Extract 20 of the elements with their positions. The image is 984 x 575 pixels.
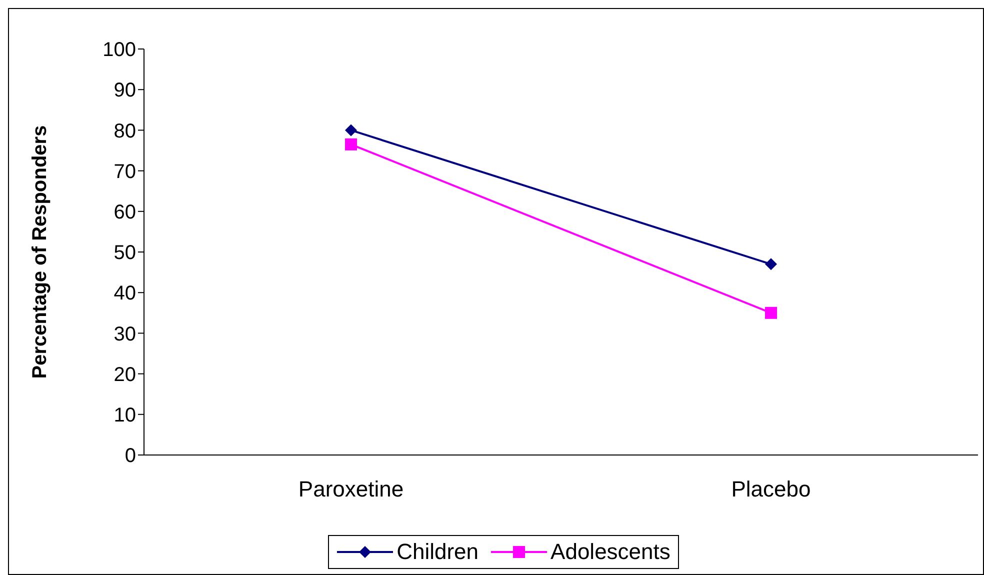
legend-label: Adolescents — [550, 539, 670, 565]
y-tick-label: 100 — [102, 39, 136, 62]
y-tick-label: 10 — [114, 404, 136, 426]
y-axis-title: Percentage of Responders — [29, 125, 52, 379]
point — [765, 258, 777, 270]
point — [345, 138, 357, 150]
y-tick-label: 90 — [114, 80, 136, 102]
y-tick-label: 60 — [114, 202, 136, 224]
x-tick-label: Paroxetine — [298, 476, 404, 502]
x-tick-label: Placebo — [731, 476, 811, 502]
y-tick-label: 40 — [114, 282, 136, 305]
y-tick-label: 20 — [114, 364, 136, 386]
point — [345, 124, 357, 136]
y-tick-label: 80 — [114, 120, 136, 142]
y-tick-label: 0 — [124, 445, 136, 468]
y-tick-label: 70 — [114, 160, 136, 183]
y-tick-label: 50 — [114, 242, 136, 264]
point — [765, 306, 777, 319]
legend-label: Children — [396, 539, 479, 565]
y-tick-label: 30 — [114, 323, 136, 346]
